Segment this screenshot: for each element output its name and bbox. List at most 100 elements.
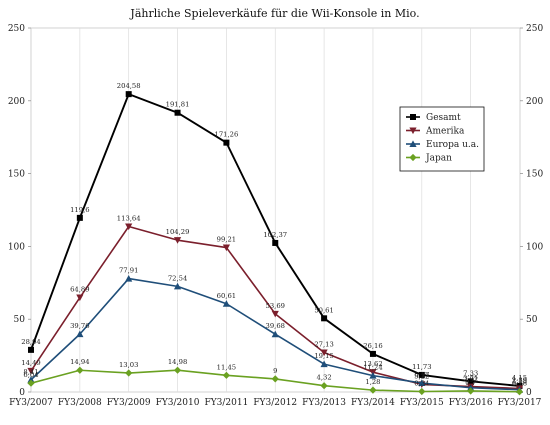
data-label: 14,49 — [21, 359, 40, 367]
x-tick-label: FY3/2009 — [107, 398, 151, 408]
data-label: 171,26 — [215, 131, 239, 139]
data-point — [223, 139, 230, 146]
data-label: 14,98 — [168, 358, 187, 366]
data-point — [320, 382, 328, 390]
data-label: 6,17 — [414, 371, 429, 379]
data-label: 11,24 — [363, 364, 382, 372]
data-label: 11,45 — [217, 363, 236, 371]
y-tick-label-right: 150 — [526, 170, 543, 180]
x-tick-label: FY3/2015 — [400, 398, 444, 408]
data-label: 60,61 — [217, 292, 236, 300]
y-tick-label-left: 250 — [8, 24, 25, 34]
x-tick-label: FY3/2008 — [58, 398, 102, 408]
data-point — [369, 350, 376, 357]
x-tick-label: FY3/2012 — [253, 398, 297, 408]
legend-label: Gesamt — [426, 113, 461, 123]
data-point — [418, 371, 425, 378]
x-tick-label: FY3/2010 — [156, 398, 200, 408]
y-tick-label-right: 50 — [526, 315, 538, 325]
data-point — [271, 310, 279, 318]
data-label: 191,81 — [166, 101, 190, 109]
data-point — [369, 386, 377, 394]
data-label: 102,37 — [263, 231, 287, 239]
data-point — [173, 237, 182, 244]
legend-label: Europa u.a. — [426, 140, 479, 150]
y-tick-label-left: 100 — [8, 242, 25, 252]
data-label: 13,62 — [363, 360, 382, 368]
legend-label: Amerika — [425, 127, 465, 137]
data-label: 53,69 — [266, 302, 285, 310]
legend-marker — [410, 114, 416, 120]
data-label: 113,64 — [117, 215, 141, 223]
data-label: 27,13 — [314, 340, 333, 348]
data-point — [222, 371, 230, 379]
data-point — [125, 274, 133, 282]
data-label: 0,34 — [414, 380, 429, 388]
data-point — [467, 387, 475, 395]
data-label: 9 — [273, 367, 277, 375]
chart-title: Jährliche Spieleverkäufe für die Wii-Kon… — [129, 7, 419, 20]
data-point — [27, 379, 35, 387]
data-label: 3,71 — [463, 375, 478, 383]
data-label: 64,89 — [70, 286, 89, 294]
data-label: 4,15 — [512, 374, 527, 382]
data-point — [369, 372, 377, 379]
data-point — [173, 366, 182, 374]
data-point — [467, 378, 474, 385]
data-point — [271, 330, 279, 338]
data-point — [271, 375, 279, 383]
data-point — [76, 330, 84, 338]
data-point — [222, 244, 230, 252]
y-tick-label-left: 0 — [19, 388, 25, 398]
data-label: 2,39 — [512, 377, 527, 385]
data-point — [321, 315, 328, 322]
data-label: 39,76 — [70, 322, 89, 330]
x-tick-label: FY3/2007 — [9, 398, 53, 408]
x-tick-label: FY3/2014 — [351, 398, 395, 408]
data-label: 119,6 — [70, 206, 89, 214]
data-point — [27, 367, 35, 375]
y-tick-label-right: 200 — [526, 97, 543, 107]
data-label: 1,58 — [512, 378, 527, 386]
data-label: 26,16 — [363, 342, 382, 350]
data-point — [418, 379, 426, 387]
data-label: 13,03 — [119, 361, 138, 369]
legend-marker — [409, 127, 417, 135]
x-tick-label: FY3/2011 — [204, 398, 248, 408]
data-label: 1,28 — [365, 378, 380, 386]
data-label: 19,15 — [314, 352, 333, 360]
data-point — [272, 239, 279, 246]
data-point — [76, 294, 84, 302]
y-tick-label-right: 0 — [526, 388, 532, 398]
data-label: 11,73 — [412, 363, 431, 371]
y-tick-label-left: 150 — [8, 170, 25, 180]
data-label: 39,68 — [266, 322, 285, 330]
y-tick-label-left: 200 — [8, 97, 25, 107]
y-tick-label-left: 50 — [14, 315, 26, 325]
data-label: 0,7 — [465, 379, 476, 387]
data-point — [418, 387, 426, 396]
data-label: 28,94 — [21, 338, 40, 346]
y-tick-label-right: 250 — [526, 24, 543, 34]
data-label: 99,21 — [217, 236, 236, 244]
data-point — [125, 223, 133, 231]
data-point — [28, 346, 34, 353]
data-point — [125, 369, 133, 377]
y-tick-label-right: 100 — [526, 242, 543, 252]
data-label: 14,94 — [70, 358, 89, 366]
data-label: 72,54 — [168, 274, 187, 282]
legend-marker — [409, 153, 417, 162]
data-point — [320, 360, 328, 368]
x-tick-label: FY3/2016 — [449, 398, 493, 408]
data-point — [76, 214, 83, 221]
data-point — [515, 388, 524, 396]
data-label: 6,04 — [23, 371, 38, 379]
data-label: 5,22 — [414, 372, 429, 380]
x-tick-label: FY3/2017 — [498, 398, 542, 408]
data-point — [222, 300, 230, 307]
data-label: 7,33 — [463, 369, 478, 377]
data-point — [174, 109, 181, 116]
data-label: 77,91 — [119, 267, 138, 275]
